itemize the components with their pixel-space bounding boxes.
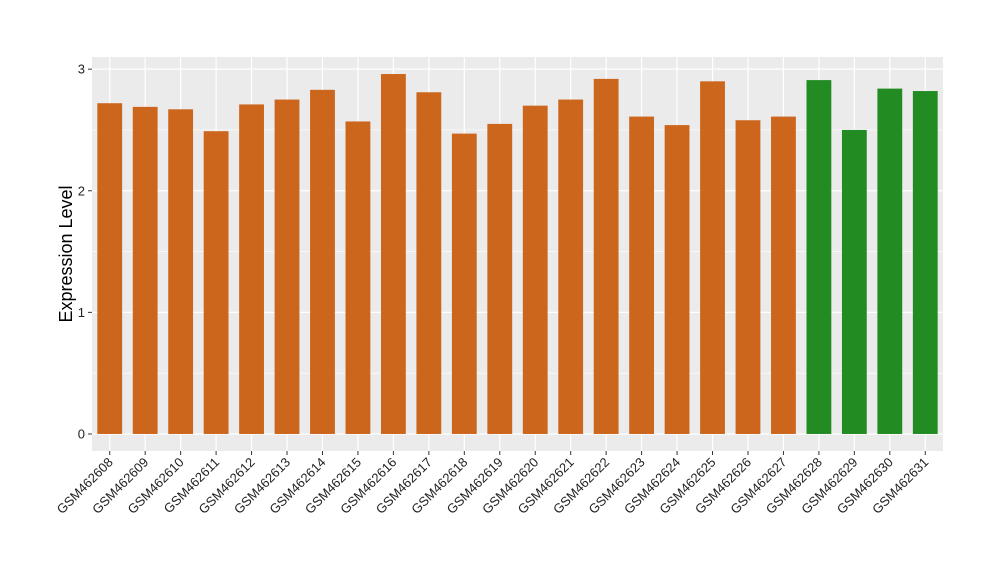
bar-GSM462613 — [274, 99, 300, 434]
y-tick-label: 0 — [78, 426, 85, 441]
bar-GSM462615 — [345, 121, 371, 434]
y-tick-label: 3 — [78, 62, 85, 77]
bar-GSM462612 — [239, 104, 264, 434]
bar-GSM462610 — [168, 109, 194, 434]
bar-GSM462628 — [806, 80, 832, 434]
bar-GSM462611 — [203, 131, 229, 434]
bar-GSM462616 — [380, 74, 406, 434]
y-axis: 0 1 2 3 — [78, 62, 92, 441]
bar-GSM462620 — [522, 105, 548, 434]
bar-GSM462625 — [700, 81, 725, 434]
plot-panel — [92, 57, 943, 451]
y-tick-label: 1 — [78, 305, 85, 320]
bar-GSM462630 — [877, 88, 903, 434]
bar-GSM462623 — [629, 116, 655, 434]
bar-GSM462608 — [97, 103, 123, 434]
bar-GSM462626 — [735, 120, 761, 434]
bar-GSM462621 — [558, 99, 584, 434]
bar-GSM462609 — [132, 106, 158, 434]
y-tick-label: 2 — [78, 183, 85, 198]
bar-GSM462617 — [416, 92, 442, 434]
bar-GSM462614 — [310, 89, 335, 434]
bar-GSM462618 — [451, 133, 477, 434]
bar-GSM462631 — [912, 91, 938, 434]
bar-GSM462624 — [664, 125, 690, 434]
bar-GSM462619 — [487, 123, 513, 434]
bars — [97, 74, 938, 434]
bar-GSM462622 — [593, 78, 619, 434]
y-axis-title: Expression Level — [56, 185, 76, 322]
x-axis: GSM462608GSM462609GSM462610GSM462611GSM4… — [54, 451, 931, 517]
bar-GSM462627 — [771, 116, 796, 434]
bar-GSM462629 — [841, 129, 867, 434]
